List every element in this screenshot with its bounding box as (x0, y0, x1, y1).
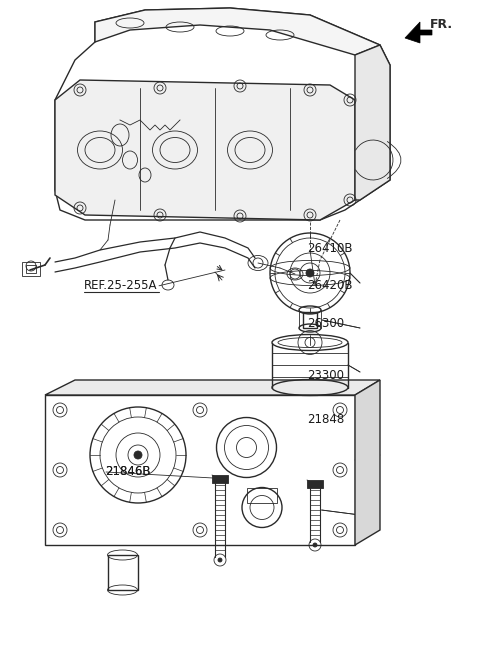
Bar (247, 487, 277, 503)
Polygon shape (355, 45, 390, 200)
Circle shape (306, 269, 314, 277)
Polygon shape (55, 80, 355, 220)
Bar (22, 262, 40, 276)
Bar (212, 475, 228, 483)
Text: 21846B: 21846B (106, 465, 151, 478)
Text: 26300: 26300 (307, 317, 344, 330)
Text: 21848: 21848 (307, 413, 345, 426)
Text: 23300: 23300 (307, 369, 344, 382)
Bar (303, 312, 317, 328)
Text: FR.: FR. (430, 18, 453, 31)
Text: 26420B: 26420B (307, 279, 353, 292)
Polygon shape (45, 380, 380, 395)
Bar (45, 395, 355, 545)
Circle shape (134, 451, 142, 459)
Text: REF.25-255A: REF.25-255A (84, 279, 157, 292)
Text: 26410B: 26410B (307, 242, 353, 255)
Circle shape (218, 558, 222, 562)
Text: 21846B: 21846B (106, 465, 151, 478)
Circle shape (313, 543, 317, 547)
Polygon shape (95, 8, 380, 55)
Bar (307, 480, 323, 488)
Bar (26, 265, 36, 273)
Bar (108, 555, 137, 590)
Polygon shape (405, 22, 432, 43)
Polygon shape (355, 380, 380, 545)
